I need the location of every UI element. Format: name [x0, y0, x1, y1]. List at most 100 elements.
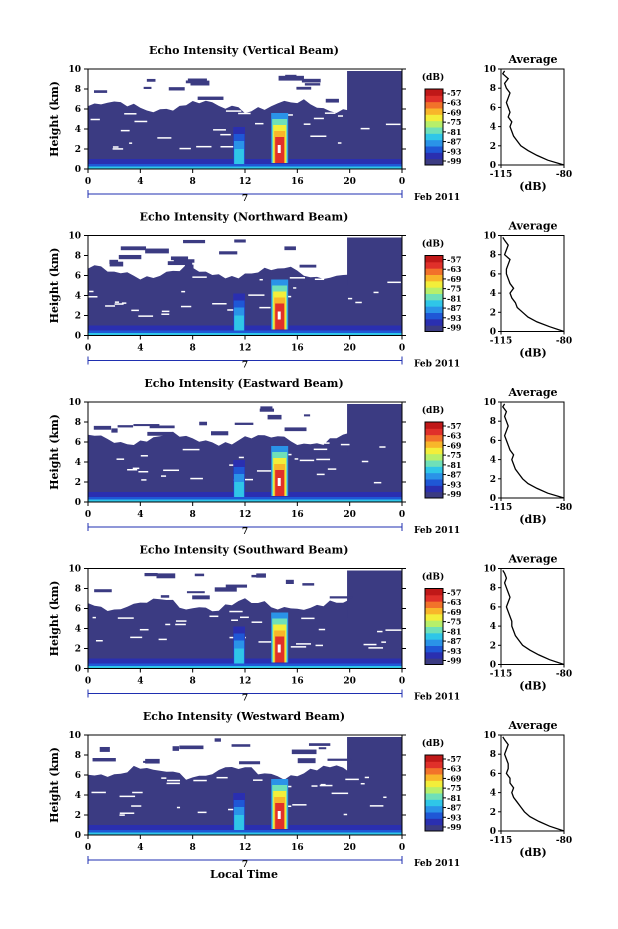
- colorbar-segment: [425, 108, 443, 115]
- heatmap-layer: [88, 497, 402, 501]
- heatmap-echo-patch: [172, 746, 180, 751]
- y-tick-label: 10: [68, 398, 81, 408]
- heatmap-echo-region: [347, 237, 402, 286]
- heatmap-echo-patch: [234, 239, 246, 243]
- heatmap-gap: [383, 796, 387, 799]
- y-tick-label: 8: [75, 85, 81, 95]
- x-tick-label: 8: [190, 177, 196, 187]
- colorbar-segment: [425, 261, 443, 269]
- heatmap-echo-patch: [111, 428, 118, 433]
- panel-4: Echo Intensity (Westward Beam) 0 2 4 6 8 10 Hei…: [48, 710, 572, 870]
- heatmap-gap: [209, 615, 219, 618]
- heatmap-echo-patch: [278, 75, 304, 81]
- heatmap-echo-patch: [179, 745, 204, 750]
- colorbar-segment: [425, 620, 443, 627]
- y-tick-label: 4: [75, 791, 81, 801]
- y-tick-label: 8: [75, 252, 81, 262]
- colorbar-segment: [425, 658, 443, 665]
- heatmap-gap: [225, 110, 242, 112]
- heatmap-gap: [112, 146, 119, 148]
- heatmap-layer: [88, 499, 402, 502]
- colorbar-segment: [425, 133, 443, 141]
- heatmap-gap: [130, 636, 143, 639]
- heatmap-echo-patch: [231, 744, 251, 747]
- colorbar-segment: [425, 95, 443, 103]
- average-x-label: (dB): [519, 513, 546, 526]
- colorbar-tick-label: -57: [447, 754, 461, 764]
- average-x-label: (dB): [519, 680, 546, 693]
- heatmap-echo-patch: [303, 414, 311, 417]
- heatmap-gap: [248, 294, 265, 296]
- heatmap-gap: [165, 623, 171, 626]
- heatmap-echo-patch: [144, 572, 158, 577]
- colorbar-segment: [425, 152, 443, 160]
- colorbar-frame: [424, 421, 444, 499]
- average-profile-line: [502, 570, 565, 666]
- heatmap-gap: [318, 628, 326, 631]
- colorbar-segment: [425, 755, 443, 762]
- colorbar-segment: [425, 293, 443, 301]
- colorbar-tick-label: -81: [447, 293, 461, 303]
- average-y-tick-label: 4: [490, 622, 496, 632]
- heatmap-gap: [132, 791, 143, 794]
- colorbar-tick-label: -81: [447, 626, 461, 636]
- colorbar-segment: [425, 434, 443, 442]
- heatmap-gap: [220, 133, 231, 136]
- heatmap-title: Echo Intensity (Eastward Beam): [144, 377, 343, 390]
- heatmap-gap: [196, 145, 212, 148]
- colorbar-segment: [425, 268, 443, 275]
- heatmap-echo-patch: [296, 86, 312, 90]
- heatmap-gap: [212, 303, 227, 305]
- heatmap-gap: [290, 646, 307, 648]
- x-tick-label: 4: [137, 510, 143, 520]
- heatmap-gap: [92, 616, 96, 619]
- heatmap-title: Echo Intensity (Northward Beam): [140, 211, 349, 224]
- heatmap-gap: [121, 302, 127, 304]
- heatmap-gap: [324, 112, 336, 114]
- heatmap-gap: [310, 135, 327, 137]
- heatmap-echo-patch: [99, 746, 110, 752]
- colorbar-segment: [425, 447, 443, 455]
- colorbar-frame: [424, 255, 444, 332]
- average-y-tick-label: 2: [490, 475, 496, 485]
- x-tick-label: 0: [85, 344, 91, 354]
- y-tick-label: 0: [75, 165, 81, 175]
- colorbar-tick-label: -93: [447, 479, 462, 489]
- colorbar-unit: (dB): [422, 239, 444, 250]
- average-x-tick-label: -80: [556, 337, 572, 347]
- heatmap-gap: [89, 290, 94, 293]
- convective-gap: [277, 478, 281, 486]
- colorbar-unit: (dB): [422, 72, 444, 83]
- heatmap-echo-patch: [93, 425, 112, 430]
- average-profile-line: [502, 237, 565, 333]
- heatmap-layer: [88, 666, 402, 668]
- heatmap-gap: [90, 118, 100, 121]
- y-tick-label: 2: [75, 478, 81, 488]
- convective-gap: [277, 311, 281, 320]
- average-y-tick-label: 8: [490, 84, 496, 94]
- x-tick-label: 12: [239, 510, 252, 520]
- heatmap-gap: [180, 305, 192, 308]
- month-label: Feb 2011: [414, 193, 460, 203]
- heatmap-echo-patch: [147, 431, 173, 436]
- heatmap-gap: [301, 617, 315, 620]
- heatmap-echo-patch: [183, 239, 206, 244]
- heatmap-gap: [175, 623, 186, 626]
- heatmap-gap: [299, 459, 315, 462]
- colorbar-segment: [425, 428, 443, 436]
- heatmap-echo-patch: [173, 259, 195, 263]
- heatmap-echo-patch: [194, 573, 205, 577]
- y-tick-label: 4: [75, 458, 81, 468]
- x-tick-label: 16: [291, 843, 304, 853]
- x-tick-label: 12: [239, 344, 252, 354]
- heatmap-echo-patch: [301, 78, 321, 83]
- heatmap-gap: [314, 278, 325, 281]
- colorbar-segment: [425, 325, 443, 332]
- colorbar-segment: [425, 114, 443, 122]
- x-tick-label: 12: [239, 843, 252, 853]
- colorbar-segment: [425, 651, 443, 659]
- y-tick-label: 6: [75, 771, 81, 781]
- average-x-label: (dB): [519, 846, 546, 859]
- colorbar-segment: [425, 101, 443, 109]
